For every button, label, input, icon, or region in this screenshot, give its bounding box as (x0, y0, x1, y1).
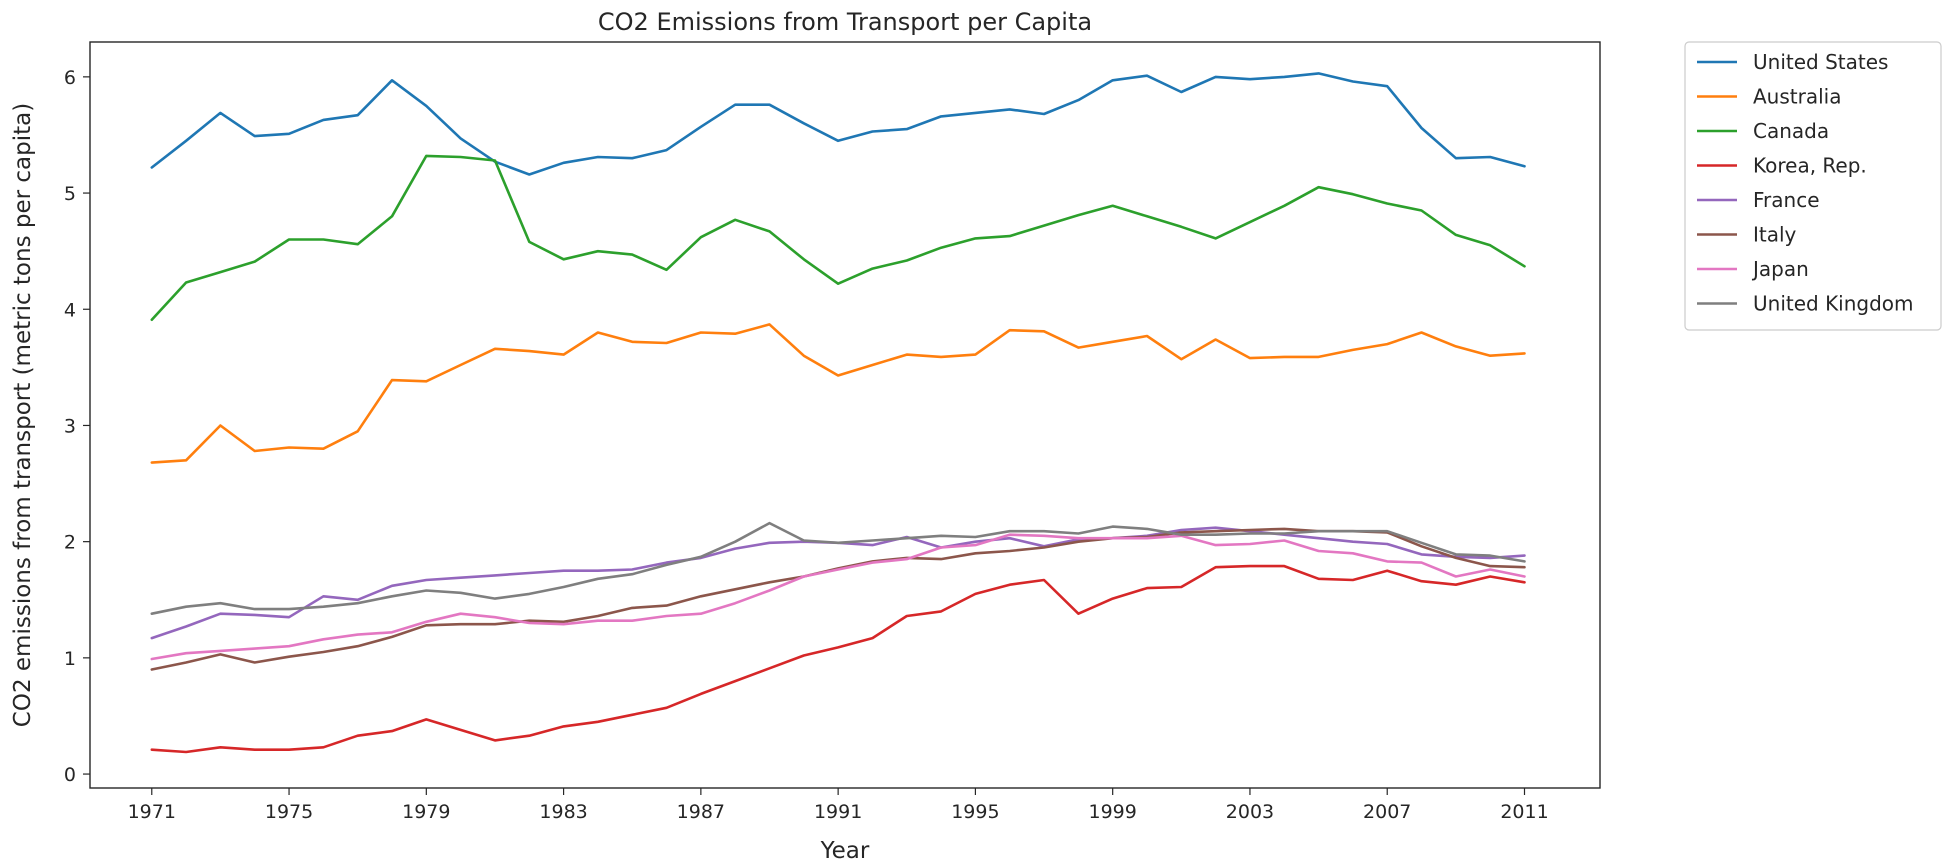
y-tick-label: 1 (64, 648, 76, 670)
x-tick-label: 1995 (951, 801, 999, 823)
y-tick-label: 6 (64, 67, 76, 89)
legend-label: France (1753, 188, 1820, 212)
y-tick-label: 3 (64, 415, 76, 437)
x-tick-label: 2003 (1226, 801, 1274, 823)
y-tick-label: 4 (64, 299, 76, 321)
series-line-korea-rep (150, 564, 1526, 754)
legend: United States Australia Canada Korea, Rep. F… (1684, 41, 1942, 331)
legend-label: United Kingdom (1753, 292, 1914, 316)
y-tick-label: 0 (64, 764, 76, 786)
x-tick-label: 1987 (677, 801, 725, 823)
y-tick-label: 5 (64, 183, 76, 205)
legend-label: Italy (1753, 223, 1797, 247)
series-line-united-states (150, 72, 1526, 176)
x-tick-label: 1975 (265, 801, 313, 823)
series-line-canada (150, 154, 1526, 322)
x-tick-label: 1971 (128, 801, 176, 823)
series-line-australia (150, 323, 1526, 464)
x-tick-label: 1999 (1089, 801, 1137, 823)
x-axis-title: Year (820, 838, 870, 864)
series-line-japan (150, 533, 1526, 661)
y-tick-label: 2 (64, 532, 76, 554)
y-axis-title: CO2 emissions from transport (metric ton… (10, 103, 36, 727)
plot-frame (89, 41, 1601, 789)
series-line-united-kingdom (150, 521, 1526, 616)
x-tick-label: 2007 (1363, 801, 1411, 823)
legend-label: Korea, Rep. (1753, 154, 1867, 178)
x-tick-label: 1979 (402, 801, 450, 823)
legend-label: United States (1753, 50, 1888, 74)
legend-label: Canada (1753, 119, 1829, 143)
legend-label: Australia (1753, 85, 1841, 109)
chart-title: CO2 Emissions from Transport per Capita (598, 8, 1092, 36)
series-layer (150, 72, 1526, 754)
x-tick-label: 1991 (814, 801, 862, 823)
x-tick-label: 2011 (1500, 801, 1548, 823)
legend-label: Japan (1751, 257, 1809, 281)
axis-layer: 1971 1975 1979 1983 1987 1991 1995 1999 2003 2007… (64, 67, 1549, 823)
plot-area (90, 42, 1600, 788)
x-tick-label: 1983 (539, 801, 587, 823)
legend-box (1684, 41, 1942, 331)
